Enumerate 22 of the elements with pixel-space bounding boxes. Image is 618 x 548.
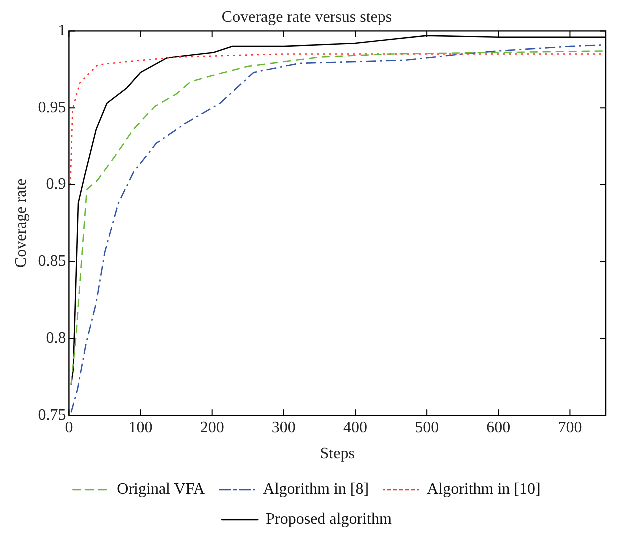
y-tick-label: 0.95	[38, 99, 66, 116]
x-tick-label: 600	[486, 419, 511, 436]
y-tick-label: 1	[58, 22, 66, 40]
y-axis-title: Coverage rate	[12, 178, 30, 268]
y-tick-label: 0.9	[46, 176, 66, 194]
x-tick-label: 0	[65, 419, 74, 436]
x-tick-label: 200	[200, 419, 224, 436]
x-tick-label: 400	[343, 419, 368, 436]
chart-title: Coverage rate versus steps	[222, 8, 392, 26]
x-tick-label: 700	[558, 419, 582, 436]
x-axis-title: Steps	[320, 446, 355, 463]
legend-label: Original VFA	[117, 481, 206, 498]
legend-label: Algorithm in [8]	[263, 481, 370, 498]
y-tick-label: 0.8	[46, 330, 66, 347]
y-tick-label: 0.85	[38, 253, 66, 270]
x-tick-label: 500	[415, 419, 440, 436]
y-tick-label: 0.75	[38, 406, 66, 424]
x-tick-label: 300	[272, 419, 296, 436]
line-series	[70, 54, 606, 186]
x-tick-label: 100	[128, 419, 153, 436]
legend-label: Proposed algorithm	[266, 511, 392, 528]
legend-label: Algorithm in [10]	[427, 481, 541, 498]
